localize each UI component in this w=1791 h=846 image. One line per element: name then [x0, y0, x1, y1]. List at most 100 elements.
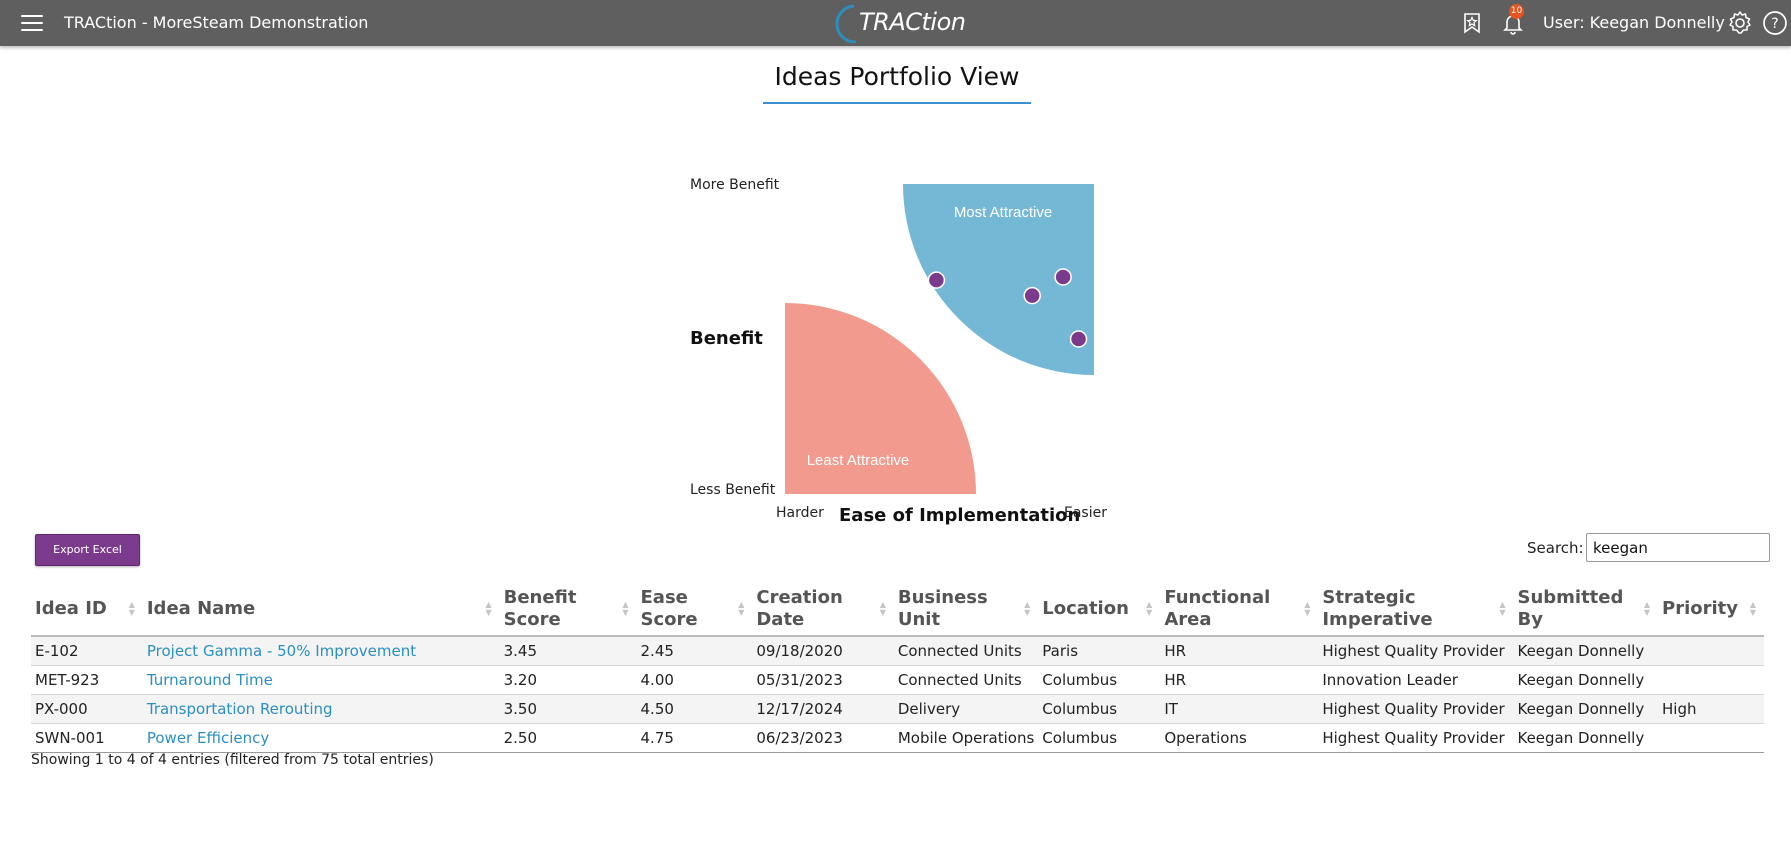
idea-point-px-000[interactable] — [1054, 268, 1072, 286]
sort-icon[interactable]: ▲ ▼ — [622, 600, 629, 617]
cell-strategic-imperative: Highest Quality Provider — [1318, 723, 1514, 753]
y-top-label: More Benefit — [690, 177, 780, 193]
cell-priority — [1658, 636, 1764, 666]
page-title: Ideas Portfolio View — [774, 62, 1020, 91]
column-header-functional-area[interactable]: Functional Area ▲ ▼ — [1160, 583, 1319, 637]
cell-functional-area: IT — [1160, 694, 1319, 724]
hamburger-menu-icon[interactable] — [21, 15, 43, 31]
idea-name-link[interactable]: Transportation Rerouting — [146, 700, 333, 718]
cell-submitted-by: Keegan Donnelly — [1513, 636, 1658, 666]
table-row: SWN-001 Power Efficiency 2.50 4.75 06/23… — [31, 723, 1764, 753]
notification-count-badge: 10 — [1509, 4, 1524, 19]
sort-icon[interactable]: ▲ ▼ — [1024, 600, 1031, 617]
cell-priority: High — [1658, 694, 1764, 724]
ideas-portfolio-chart: Most Attractive Least Attractive — [785, 184, 1094, 494]
sort-icon[interactable]: ▲ ▼ — [1749, 600, 1756, 617]
cell-ease-score: 2.45 — [636, 636, 753, 666]
logo-swoosh-icon — [835, 4, 857, 44]
sort-icon[interactable]: ▲ ▼ — [879, 600, 886, 617]
cell-priority — [1658, 723, 1764, 753]
cell-location: Columbus — [1038, 694, 1161, 724]
cell-functional-area: HR — [1160, 665, 1319, 695]
cell-benefit-score: 3.50 — [499, 694, 637, 724]
quadrant-least-attractive — [785, 303, 976, 494]
quadrant-most-attractive — [903, 184, 1094, 375]
y-axis-label: Benefit — [690, 328, 763, 349]
app-title[interactable]: TRACtion - MoreSteam Demonstration — [64, 13, 369, 32]
cell-idea-name: Power Efficiency — [142, 723, 500, 753]
help-circle-icon[interactable]: ? — [1762, 10, 1788, 36]
cell-submitted-by: Keegan Donnelly — [1513, 723, 1658, 753]
export-excel-button[interactable]: Export Excel — [35, 534, 140, 566]
svg-text:?: ? — [1771, 16, 1778, 32]
cell-strategic-imperative: Innovation Leader — [1318, 665, 1514, 695]
traction-logo[interactable]: TRACtion — [832, 1, 966, 44]
idea-point-e-102[interactable] — [927, 271, 946, 289]
sort-icon[interactable]: ▲ ▼ — [1146, 600, 1153, 617]
column-header-creation-date[interactable]: Creation Date ▲ ▼ — [752, 583, 894, 637]
cell-strategic-imperative: Highest Quality Provider — [1318, 636, 1514, 666]
cell-business-unit: Delivery — [893, 694, 1039, 724]
column-header-ease-score[interactable]: Ease Score ▲ ▼ — [636, 583, 753, 637]
logo-text: TRACtion — [859, 8, 966, 36]
idea-name-link[interactable]: Power Efficiency — [146, 729, 270, 747]
cell-ease-score: 4.50 — [636, 694, 753, 724]
column-header-submitted-by[interactable]: Submitted By ▲ ▼ — [1513, 583, 1658, 637]
cell-location: Columbus — [1038, 665, 1161, 695]
sort-icon[interactable]: ▲ ▼ — [738, 600, 745, 617]
gear-icon[interactable] — [1727, 10, 1753, 36]
title-underline — [763, 102, 1031, 104]
cell-idea-name: Turnaround Time — [142, 665, 500, 695]
sort-icon[interactable]: ▲ ▼ — [1643, 600, 1650, 617]
idea-point-swn-001[interactable] — [1069, 330, 1088, 348]
idea-name-link[interactable]: Project Gamma - 50% Improvement — [146, 642, 417, 660]
star-bookmark-icon[interactable] — [1460, 11, 1484, 35]
x-left-label: Harder — [776, 505, 824, 521]
x-right-label: Easier — [1064, 505, 1107, 521]
cell-location: Paris — [1038, 636, 1161, 666]
cell-submitted-by: Keegan Donnelly — [1513, 665, 1658, 695]
search-label: Search: — [1527, 539, 1584, 557]
column-header-idea-name[interactable]: Idea Name ▲ ▼ — [142, 583, 500, 637]
column-header-idea-id[interactable]: Idea ID ▲ ▼ — [31, 583, 143, 637]
cell-functional-area: Operations — [1160, 723, 1319, 753]
x-axis-label: Ease of Implementation — [839, 505, 1081, 526]
sort-icon[interactable]: ▲ ▼ — [128, 600, 135, 617]
ideas-table: Idea ID ▲ ▼ Idea Name ▲ ▼ Benefit Score ▲ ▼ Eas… — [31, 583, 1764, 753]
table-row: E-102 Project Gamma - 50% Improvement 3.… — [31, 636, 1764, 666]
column-header-benefit-score[interactable]: Benefit Score ▲ ▼ — [499, 583, 637, 637]
idea-name-link[interactable]: Turnaround Time — [146, 671, 273, 689]
cell-benefit-score: 2.50 — [499, 723, 637, 753]
quadrant-most-label: Most Attractive — [954, 204, 1052, 221]
cell-benefit-score: 3.45 — [499, 636, 637, 666]
cell-idea-id: PX-000 — [31, 694, 143, 724]
cell-priority — [1658, 665, 1764, 695]
cell-ease-score: 4.75 — [636, 723, 753, 753]
column-header-business-unit[interactable]: Business Unit ▲ ▼ — [893, 583, 1039, 637]
column-header-location[interactable]: Location ▲ ▼ — [1038, 583, 1161, 637]
cell-ease-score: 4.00 — [636, 665, 753, 695]
cell-benefit-score: 3.20 — [499, 665, 637, 695]
cell-idea-id: MET-923 — [31, 665, 143, 695]
cell-creation-date: 05/31/2023 — [752, 665, 894, 695]
user-label[interactable]: User: Keegan Donnelly — [1543, 13, 1725, 32]
cell-business-unit: Connected Units — [893, 636, 1039, 666]
cell-idea-id: SWN-001 — [31, 723, 143, 753]
sort-icon[interactable]: ▲ ▼ — [1499, 600, 1506, 617]
cell-business-unit: Connected Units — [893, 665, 1039, 695]
cell-idea-id: E-102 — [31, 636, 143, 666]
cell-functional-area: HR — [1160, 636, 1319, 666]
search-input[interactable] — [1586, 533, 1770, 562]
cell-creation-date: 06/23/2023 — [752, 723, 894, 753]
sort-icon[interactable]: ▲ ▼ — [485, 600, 492, 617]
column-header-strategic-imperative[interactable]: Strategic Imperative ▲ ▼ — [1318, 583, 1514, 637]
table-info: Showing 1 to 4 of 4 entries (filtered fr… — [31, 752, 434, 768]
cell-strategic-imperative: Highest Quality Provider — [1318, 694, 1514, 724]
column-header-priority[interactable]: Priority ▲ ▼ — [1658, 583, 1764, 637]
table-header-row: Idea ID ▲ ▼ Idea Name ▲ ▼ Benefit Score ▲ ▼ Eas… — [31, 583, 1764, 637]
cell-submitted-by: Keegan Donnelly — [1513, 694, 1658, 724]
cell-idea-name: Project Gamma - 50% Improvement — [142, 636, 500, 666]
sort-icon[interactable]: ▲ ▼ — [1304, 600, 1311, 617]
y-bottom-label: Less Benefit — [690, 482, 776, 498]
idea-point-met-923[interactable] — [1023, 286, 1041, 305]
